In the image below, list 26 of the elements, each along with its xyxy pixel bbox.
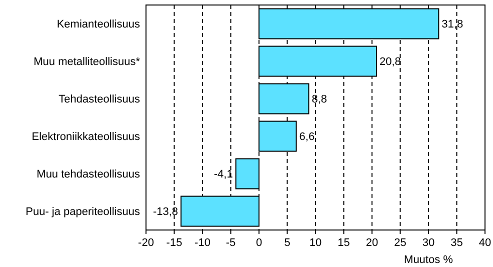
data-label: 6,6 <box>299 131 315 144</box>
x-tick-label: 25 <box>394 237 406 249</box>
data-label: 31,8 <box>442 18 464 31</box>
x-tick-label: 0 <box>256 237 262 249</box>
x-tick-label: 40 <box>478 237 492 249</box>
y-tick-label: Elektroniikkateollisuus <box>32 131 140 144</box>
x-tick-label: 5 <box>284 237 290 249</box>
x-tick-label: -5 <box>226 237 236 249</box>
x-tick-label: 10 <box>309 237 322 249</box>
x-tick-label: 15 <box>338 237 350 249</box>
data-label: 8,8 <box>312 94 328 106</box>
x-axis-title: Muutos % <box>404 254 454 266</box>
x-tick-label: -10 <box>194 237 210 249</box>
x-tick-label: -20 <box>138 237 154 249</box>
y-tick-label: Kemianteollisuus <box>56 18 140 31</box>
y-tick-label: Muu tehdasteollisuus <box>36 168 140 181</box>
x-tick-label: -15 <box>166 237 182 249</box>
y-tick-label: Muu metalliteollisuus* <box>34 56 141 68</box>
y-tick-label: Tehdasteollisuus <box>58 94 140 106</box>
y-tick-label: Puu- ja paperiteollisuus <box>26 206 140 218</box>
x-tick-label: 35 <box>450 237 463 249</box>
data-label: -13,8 <box>152 206 178 218</box>
x-tick-label: 20 <box>366 237 378 249</box>
data-label: 20,8 <box>380 56 401 68</box>
x-tick-label: 30 <box>422 237 435 249</box>
data-label: -4,1 <box>214 168 233 181</box>
